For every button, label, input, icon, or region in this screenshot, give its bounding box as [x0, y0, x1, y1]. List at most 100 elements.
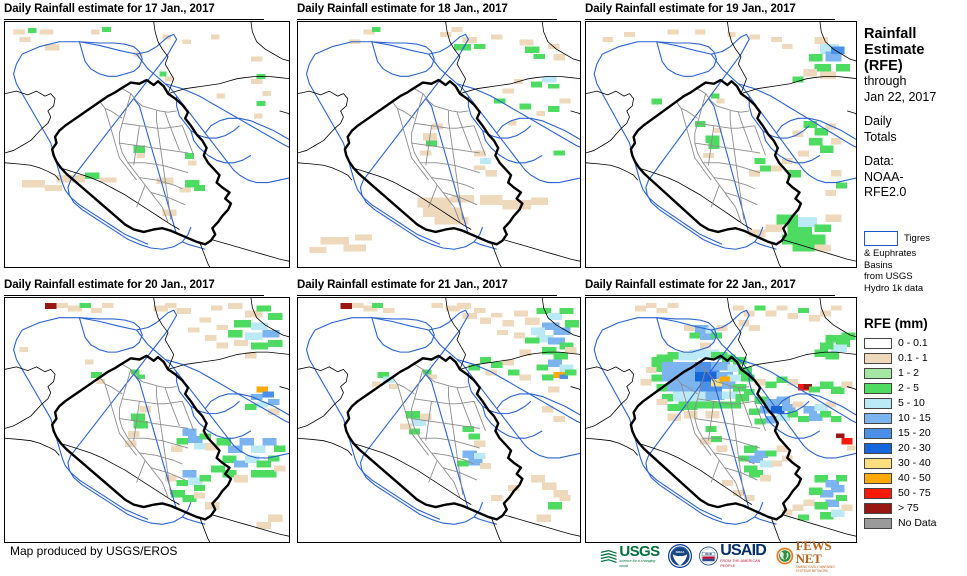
basin-swatch — [864, 231, 898, 246]
iraq-national-border — [631, 356, 801, 520]
admin-boundaries — [99, 89, 193, 222]
legend-row: 2 - 5 — [864, 381, 967, 396]
iraq-national-border — [52, 356, 231, 520]
neighbour-borders — [586, 298, 856, 542]
admin-boundaries — [676, 364, 766, 497]
usgs-logo-text: USGS — [619, 542, 660, 560]
map-panel: Daily Rainfall estimate for 20 Jan., 201… — [4, 279, 290, 543]
usgs-logo-tagline: science for a changing world — [619, 558, 656, 568]
legend-label: 20 - 30 — [898, 442, 931, 454]
usaid-seal-icon: USAID — [699, 546, 719, 566]
legend-label: 50 - 75 — [898, 487, 931, 499]
map-vector-layer — [298, 298, 580, 542]
legend-row: 0.1 - 1 — [864, 351, 967, 366]
map-panel: Daily Rainfall estimate for 18 Jan., 201… — [297, 3, 581, 268]
map-panel-title: Daily Rainfall estimate for 18 Jan., 201… — [297, 3, 508, 15]
fewsnet-logo-tagline: FAMINE EARLY WARNING SYSTEMS NETWORK — [795, 565, 835, 573]
map-canvas[interactable] — [297, 21, 581, 268]
map-canvas[interactable] — [585, 21, 857, 268]
map-credit: Map produced by USGS/EROS — [10, 544, 178, 558]
basin-key-label-rest: & Euphrates Basins from USGS Hydro 1k data — [864, 248, 924, 294]
legend-label: 0 - 0.1 — [898, 337, 928, 349]
legend-rows: 0 - 0.1 0.1 - 1 1 - 2 2 - 5 5 - 10 10 - 15 15 … — [864, 336, 967, 531]
basin-outlines — [14, 34, 289, 249]
map-panel-title-rule — [4, 19, 264, 20]
legend-label: 2 - 5 — [898, 382, 920, 394]
map-panel-title-rule — [297, 19, 557, 20]
neighbour-borders — [298, 22, 580, 267]
neighbour-borders — [5, 22, 289, 267]
legend-row: 5 - 10 — [864, 396, 967, 411]
legend-row: > 75 — [864, 501, 967, 516]
legend-label: 0.1 - 1 — [898, 352, 928, 364]
legend-swatch — [864, 398, 892, 409]
rfe-legend: RFE (mm) 0 - 0.1 0.1 - 1 1 - 2 2 - 5 5 - 10 1… — [864, 316, 967, 531]
map-vector-layer — [298, 22, 580, 267]
info-spacer-1 — [864, 105, 967, 114]
legend-swatch — [864, 518, 892, 529]
legend-swatch — [864, 443, 892, 454]
legend-swatch — [864, 488, 892, 499]
basin-key-label-first: Tigres — [904, 233, 931, 244]
legend-swatch — [864, 338, 892, 349]
info-data-label: Data: — [864, 154, 894, 168]
legend-row: 40 - 50 — [864, 471, 967, 486]
usaid-logo-tagline: FROM THE AMERICAN PEOPLE — [720, 559, 761, 568]
legend-swatch — [864, 413, 892, 424]
info-daily: Daily — [864, 114, 892, 128]
admin-boundaries — [99, 364, 193, 497]
legend-row: 20 - 30 — [864, 441, 967, 456]
legend-row: 15 - 20 — [864, 426, 967, 441]
legend-swatch — [864, 368, 892, 379]
legend-label: 5 - 10 — [898, 397, 925, 409]
iraq-national-border — [631, 80, 801, 244]
map-panel-title-rule — [585, 295, 835, 296]
basin-outlines — [307, 34, 580, 249]
neighbour-borders — [586, 22, 856, 267]
legend-row: 10 - 15 — [864, 411, 967, 426]
rainfall-cells — [602, 29, 850, 252]
legend-swatch — [864, 353, 892, 364]
legend-label: 40 - 50 — [898, 472, 931, 484]
noaa-logo: NOAA — [668, 541, 693, 571]
map-canvas[interactable] — [585, 297, 857, 543]
info-spacer-2 — [864, 145, 967, 154]
legend-label: > 75 — [898, 502, 919, 514]
info-through-date: Jan 22, 2017 — [864, 89, 937, 104]
admin-boundaries — [392, 364, 486, 497]
neighbour-borders — [298, 298, 580, 542]
agency-logos: USGS science for a changing world NOAA U… — [600, 539, 856, 573]
map-vector-layer — [586, 298, 856, 542]
map-canvas[interactable] — [4, 21, 290, 268]
rainfall-cells — [340, 302, 580, 522]
fewsnet-logo: FEWS NET FAMINE EARLY WARNING SYSTEMS NE… — [776, 539, 849, 573]
info-title-line1: Rainfall — [864, 26, 917, 42]
legend-swatch — [864, 458, 892, 469]
map-panel-title: Daily Rainfall estimate for 19 Jan., 201… — [585, 3, 796, 15]
legend-row: 0 - 0.1 — [864, 336, 967, 351]
map-panel-title: Daily Rainfall estimate for 22 Jan., 201… — [585, 279, 796, 291]
info-title-line2: Estimate — [864, 42, 925, 58]
info-title-line3: (RFE) — [864, 58, 903, 74]
map-panel-title: Daily Rainfall estimate for 17 Jan., 201… — [4, 3, 215, 15]
usaid-logo-text: USAID — [720, 542, 767, 559]
map-canvas[interactable] — [297, 297, 581, 543]
fewsnet-globe-icon — [776, 547, 794, 565]
map-panel-title-rule — [4, 295, 264, 296]
info-through: through — [864, 74, 907, 88]
legend-row: 1 - 2 — [864, 366, 967, 381]
legend-label: 10 - 15 — [898, 412, 931, 424]
iraq-national-border — [345, 80, 523, 244]
usgs-wave-icon — [600, 549, 617, 563]
iraq-national-border — [52, 80, 231, 244]
svg-text:NOAA: NOAA — [676, 550, 686, 554]
legend-swatch — [864, 473, 892, 484]
map-vector-layer — [5, 22, 289, 267]
legend-row: 50 - 75 — [864, 486, 967, 501]
map-canvas[interactable] — [4, 297, 290, 543]
info-data-source-1: NOAA- — [864, 169, 904, 184]
map-panel-title: Daily Rainfall estimate for 21 Jan., 201… — [297, 279, 508, 291]
basin-outlines — [307, 310, 580, 524]
basin-outlines — [14, 310, 289, 524]
